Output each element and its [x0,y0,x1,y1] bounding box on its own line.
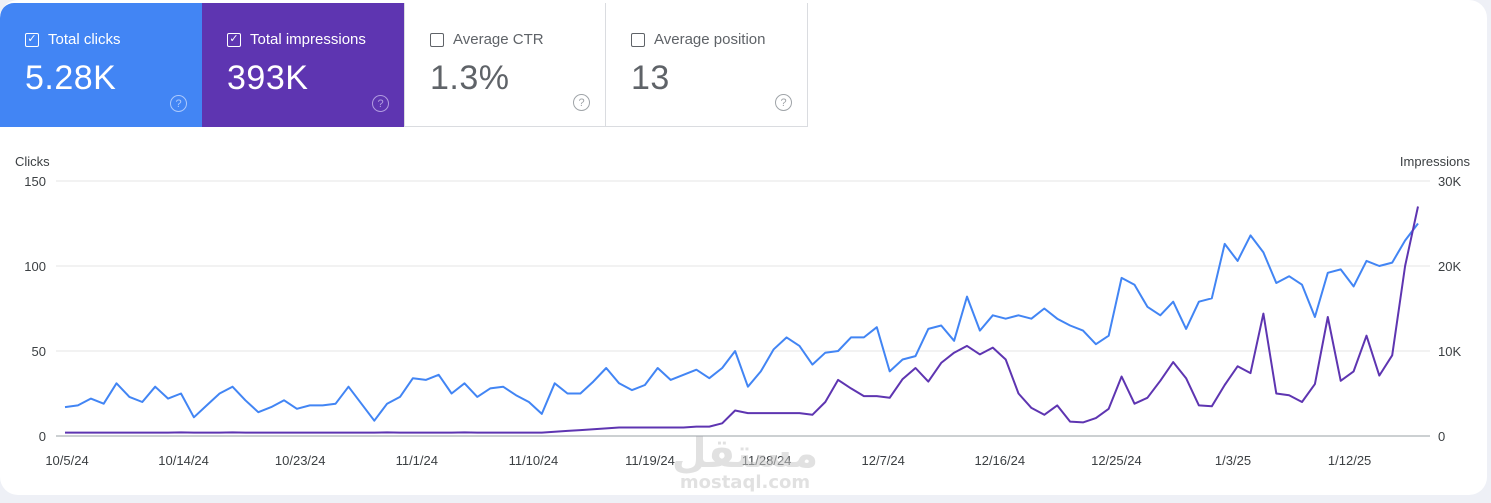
right-tick-label: 20K [1438,259,1461,274]
chart-grid [56,180,1430,437]
x-tick-label: 1/12/25 [1328,453,1371,468]
metric-value: 13 [631,59,670,97]
x-tick-label: 12/7/24 [862,453,905,468]
right-tick-label: 0 [1438,429,1445,444]
x-tick-label: 12/16/24 [974,453,1025,468]
watermark-arabic: مستقل [672,431,818,477]
checkbox-checked-icon[interactable]: ✓ [227,32,241,47]
left-tick-label: 0 [39,429,46,444]
x-axis-ticks: 10/5/24 10/14/24 10/23/24 11/1/24 11/10/24 11… [45,453,1371,468]
left-tick-label: 50 [32,344,46,359]
x-tick-label: 11/19/24 [625,453,675,468]
help-icon[interactable]: ? [372,95,389,112]
metric-label: Average position [654,31,766,48]
x-tick-label: 10/14/24 [158,453,209,468]
right-tick-label: 10K [1438,344,1461,359]
left-tick-label: 100 [24,259,46,274]
metric-card-average-position[interactable]: ✓ Average position 13 ? [606,3,808,127]
series-line-impressions [65,206,1419,434]
metric-label: Average CTR [453,31,544,48]
metric-cards: ✓ Total clicks 5.28K ? ✓ Total impressio… [0,3,808,127]
help-icon[interactable]: ? [573,94,590,111]
x-tick-label: 11/28/24 [742,453,792,468]
checkbox-checked-icon[interactable]: ✓ [25,32,39,47]
watermark-latin: mostaql.com [680,472,810,493]
right-axis-title: Impressions [1400,154,1471,169]
metric-value: 5.28K [25,59,117,97]
metric-card-total-impressions[interactable]: ✓ Total impressions 393K ? [202,3,404,127]
left-axis-ticks: 150 100 50 0 [24,174,46,444]
checkbox-unchecked-icon[interactable]: ✓ [631,32,645,47]
series-line-clicks [64,222,1419,422]
x-tick-label: 11/1/24 [396,453,438,468]
help-icon[interactable]: ? [170,95,187,112]
checkbox-unchecked-icon[interactable]: ✓ [430,32,444,47]
x-tick-label: 12/25/24 [1091,453,1142,468]
metric-label: Total clicks [48,31,121,48]
metric-card-total-clicks[interactable]: ✓ Total clicks 5.28K ? [0,3,202,127]
metric-value: 1.3% [430,59,510,97]
x-tick-label: 10/5/24 [45,453,88,468]
metric-label: Total impressions [250,31,366,48]
chart-series [64,206,1419,434]
watermark: مستقل mostaql.com [672,431,818,493]
x-tick-label: 11/10/24 [509,453,559,468]
metric-value: 393K [227,59,309,97]
right-tick-label: 30K [1438,174,1461,189]
x-tick-label: 10/23/24 [275,453,326,468]
left-axis-title: Clicks [15,154,50,169]
help-icon[interactable]: ? [775,94,792,111]
right-axis-ticks: 30K 20K 10K 0 [1438,174,1461,444]
x-tick-label: 1/3/25 [1215,453,1251,468]
left-tick-label: 150 [24,174,46,189]
metric-card-average-ctr[interactable]: ✓ Average CTR 1.3% ? [404,3,606,127]
